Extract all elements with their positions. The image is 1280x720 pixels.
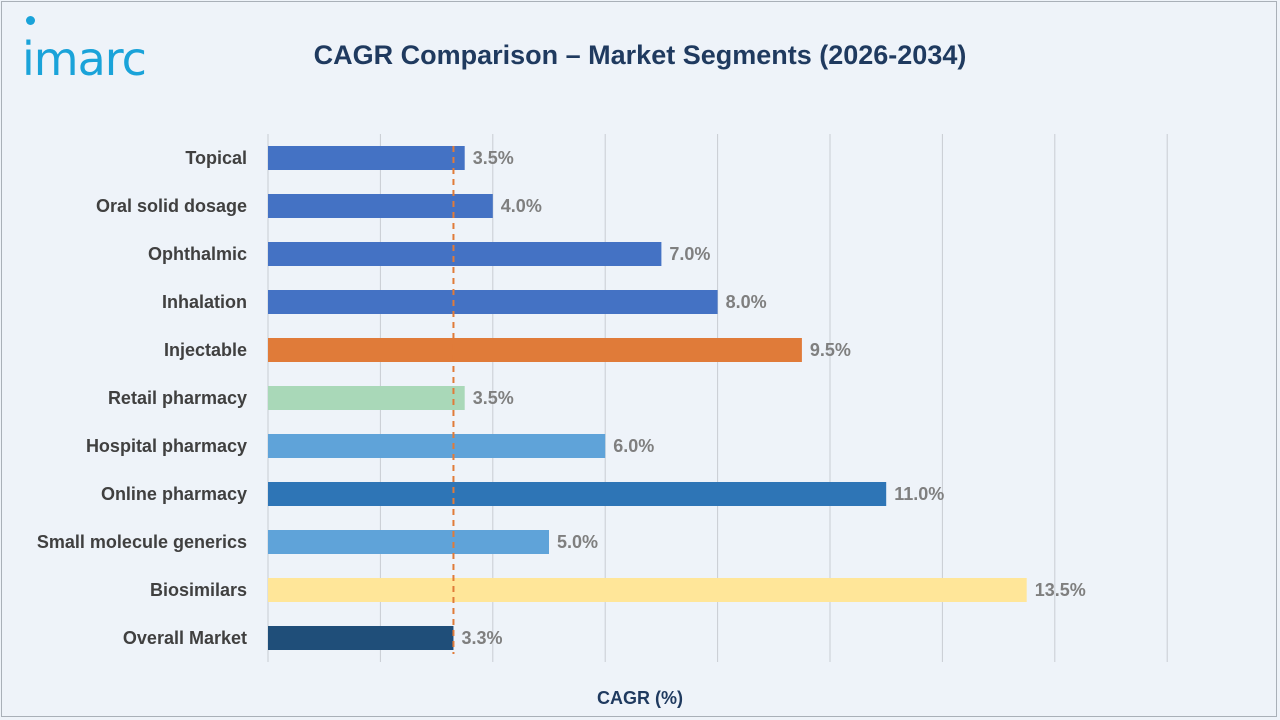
category-label: Online pharmacy bbox=[101, 484, 247, 504]
category-label: Inhalation bbox=[162, 292, 247, 312]
bar bbox=[268, 482, 887, 506]
category-label: Overall Market bbox=[123, 628, 247, 648]
value-label: 3.5% bbox=[473, 148, 514, 168]
bar bbox=[268, 530, 549, 554]
value-label: 6.0% bbox=[613, 436, 654, 456]
bar bbox=[268, 194, 493, 218]
bar bbox=[268, 338, 802, 362]
value-label: 5.0% bbox=[557, 532, 598, 552]
category-label: Retail pharmacy bbox=[108, 388, 247, 408]
value-label: 8.0% bbox=[726, 292, 767, 312]
bar bbox=[268, 578, 1027, 602]
x-axis-title: CAGR (%) bbox=[597, 688, 683, 708]
value-label: 4.0% bbox=[501, 196, 542, 216]
bar bbox=[268, 386, 465, 410]
bar bbox=[268, 626, 454, 650]
category-label: Biosimilars bbox=[150, 580, 247, 600]
bar bbox=[268, 146, 465, 170]
chart-title: CAGR Comparison – Market Segments (2026-… bbox=[313, 40, 967, 70]
category-label: Injectable bbox=[164, 340, 247, 360]
value-label: 13.5% bbox=[1035, 580, 1086, 600]
value-label: 7.0% bbox=[669, 244, 710, 264]
category-label: Ophthalmic bbox=[148, 244, 247, 264]
category-label: Oral solid dosage bbox=[96, 196, 247, 216]
logo-dot bbox=[26, 16, 35, 25]
value-label: 3.5% bbox=[473, 388, 514, 408]
imarc-logo: imarc bbox=[22, 32, 147, 86]
category-label: Small molecule generics bbox=[37, 532, 247, 552]
category-label: Topical bbox=[185, 148, 247, 168]
value-label: 9.5% bbox=[810, 340, 851, 360]
bar bbox=[268, 434, 606, 458]
value-label: 11.0% bbox=[894, 484, 944, 504]
value-label: 3.3% bbox=[461, 628, 502, 648]
bar bbox=[268, 242, 662, 266]
category-label: Hospital pharmacy bbox=[86, 436, 247, 456]
bar bbox=[268, 290, 718, 314]
